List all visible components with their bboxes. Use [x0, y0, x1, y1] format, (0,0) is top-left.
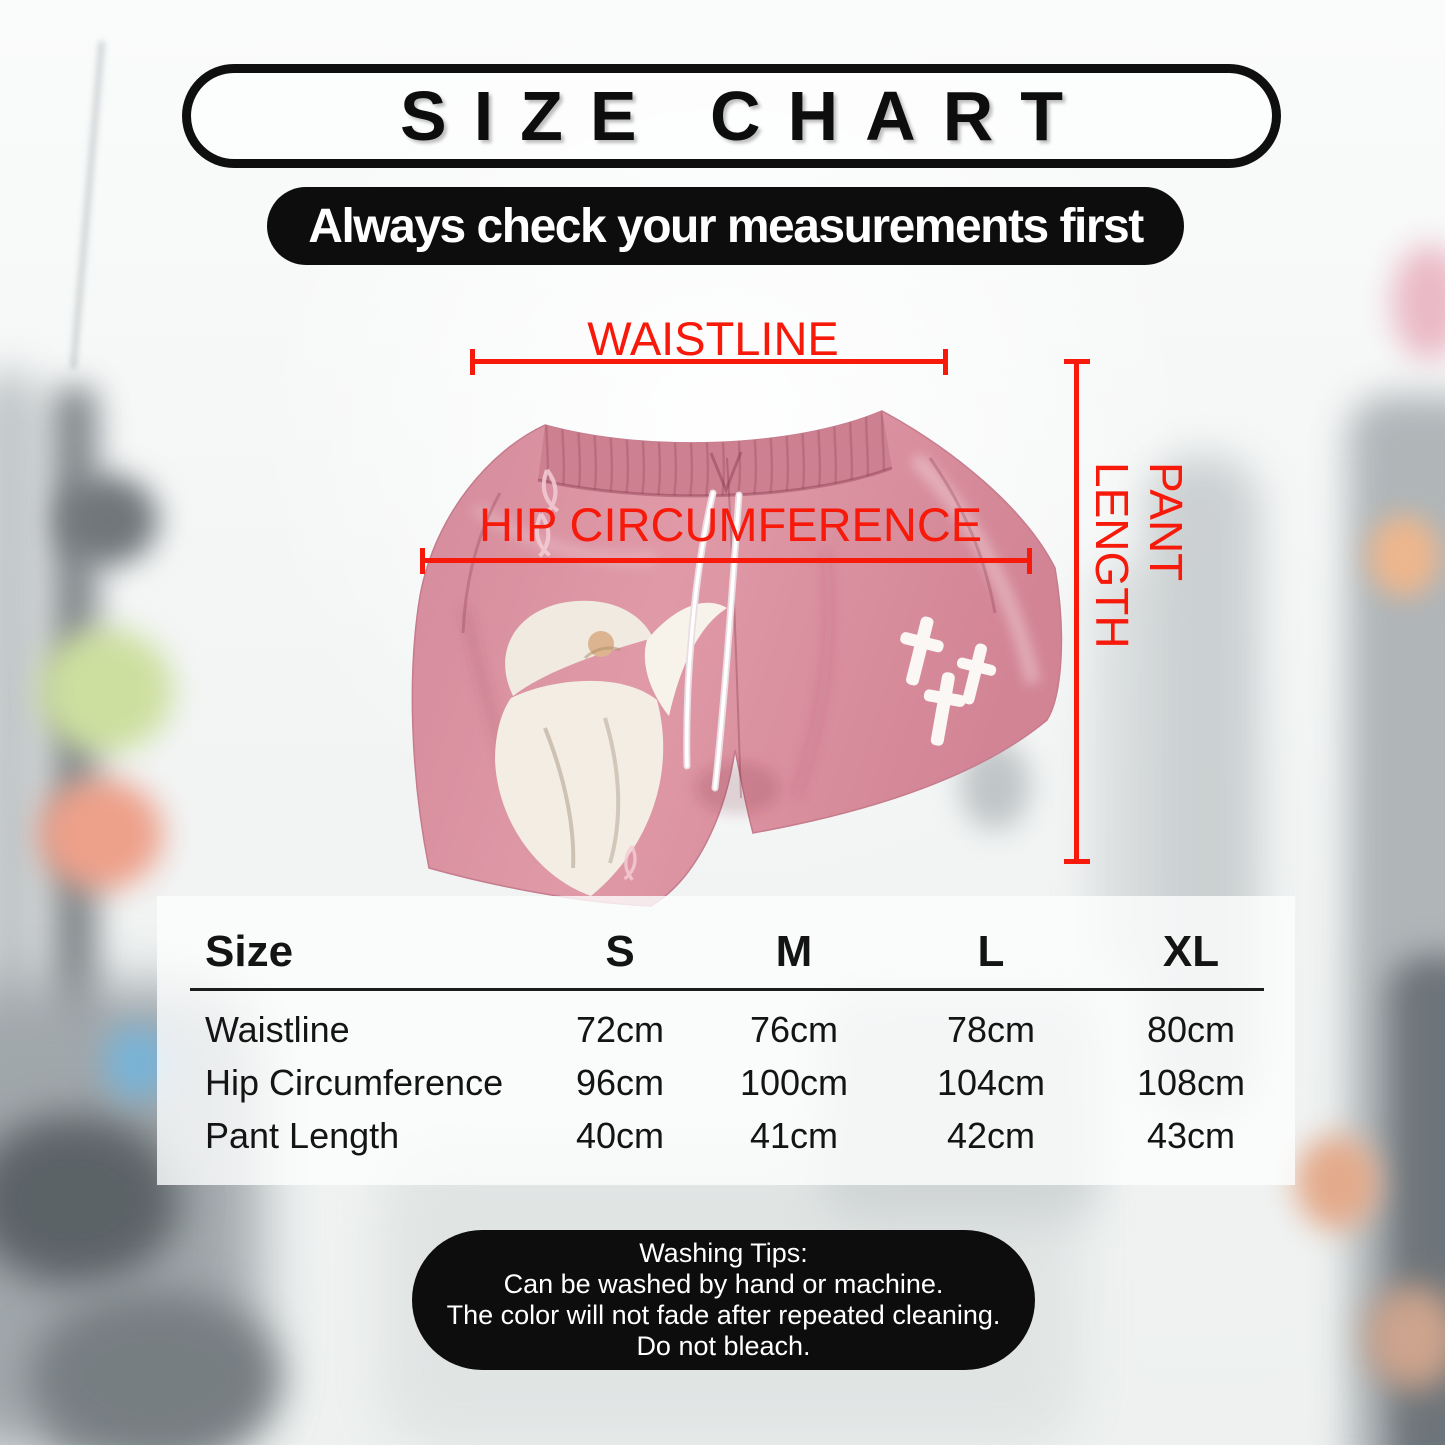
- title-banner: SIZE CHART: [182, 64, 1281, 168]
- pocket-seam-right: [928, 457, 997, 614]
- table-divider: [190, 988, 1264, 991]
- column-header-m: M: [775, 927, 813, 976]
- column-header-xl: XL: [1162, 927, 1220, 976]
- column-header-l: L: [977, 927, 1005, 976]
- washing-tips-line: Can be washed by hand or machine.: [503, 1269, 944, 1299]
- cross-icon: [923, 672, 966, 746]
- dove-graphic: [495, 600, 727, 896]
- ribbon-icon: [623, 845, 637, 881]
- waistline-label: WAISTLINE: [587, 312, 839, 365]
- cell-value: 104cm: [936, 1061, 1046, 1103]
- hip-measure-line: [420, 548, 1032, 574]
- background-green-ball: [38, 628, 173, 753]
- cell-value: 76cm: [749, 1008, 839, 1050]
- background-streak: [69, 40, 106, 370]
- washing-tips-box: Washing Tips: Can be washed by hand or m…: [412, 1230, 1035, 1370]
- row-label: Waistline: [205, 1008, 350, 1050]
- page-title: SIZE CHART: [400, 77, 1090, 155]
- ribbon-icon: [534, 512, 551, 558]
- background-dumbbells: [0, 1115, 180, 1285]
- cell-value: 42cm: [946, 1114, 1036, 1156]
- table-row-hip-circumference: Hip Circumference 96cm 100cm 104cm 108cm: [157, 1056, 1295, 1109]
- ribbon-icon: [541, 468, 560, 514]
- row-label: Pant Length: [205, 1114, 400, 1156]
- size-table-panel: Size S M L XL Waistline 72cm 76cm 78cm 8…: [157, 896, 1295, 1185]
- row-label: Hip Circumference: [205, 1061, 504, 1103]
- cell-value: 72cm: [575, 1008, 665, 1050]
- washing-tips-line: The color will not fade after repeated c…: [446, 1300, 1001, 1330]
- size-table-header-row: Size S M L XL: [157, 916, 1295, 988]
- cell-value: 100cm: [739, 1061, 849, 1103]
- table-row-waistline: Waistline 72cm 76cm 78cm 80cm: [157, 1003, 1295, 1056]
- column-header-s: S: [605, 927, 635, 976]
- pant-length-label: PANT LENGTH: [1086, 462, 1192, 649]
- background-peach-blob: [1295, 1135, 1380, 1230]
- pocket-seam-left: [461, 492, 502, 634]
- waistline-measure-line: [470, 349, 948, 375]
- cell-value: 78cm: [946, 1008, 1036, 1050]
- column-header-size: Size: [205, 927, 294, 976]
- subtitle-text: Always check your measurements first: [308, 199, 1144, 253]
- ribbon-icons: [534, 468, 637, 881]
- cross-icon: [956, 643, 997, 705]
- background-left-rack: [0, 370, 40, 1090]
- cell-value: 96cm: [575, 1061, 665, 1103]
- washing-tips-title: Washing Tips:: [639, 1238, 808, 1268]
- background-peach-blob: [1365, 1285, 1445, 1390]
- cell-value: 43cm: [1146, 1114, 1236, 1156]
- washing-tips-line: Do not bleach.: [636, 1331, 811, 1361]
- background-dumbbells: [30, 1290, 280, 1445]
- table-row-pant-length: Pant Length 40cm 41cm 42cm 43cm: [157, 1109, 1295, 1162]
- background-red-ball: [38, 778, 163, 890]
- background-dark-ball: [58, 475, 158, 565]
- hip-circumference-label: HIP CIRCUMFERENCE: [479, 498, 983, 551]
- cross-icon: [900, 616, 944, 686]
- pant-length-measure-line: [1064, 359, 1090, 864]
- cell-value: 41cm: [749, 1114, 839, 1156]
- cross-icons: [900, 616, 997, 746]
- waistband: [537, 411, 893, 498]
- shorts-product-image: [411, 410, 1063, 907]
- background-peach-blob: [1368, 515, 1440, 597]
- cell-value: 80cm: [1146, 1008, 1236, 1050]
- cell-value: 40cm: [575, 1114, 665, 1156]
- drawstrings: [683, 489, 743, 792]
- cell-value: 108cm: [1136, 1061, 1246, 1103]
- subtitle-banner: Always check your measurements first: [267, 187, 1184, 265]
- background-pink-blob: [1392, 245, 1445, 360]
- center-seam: [726, 457, 742, 799]
